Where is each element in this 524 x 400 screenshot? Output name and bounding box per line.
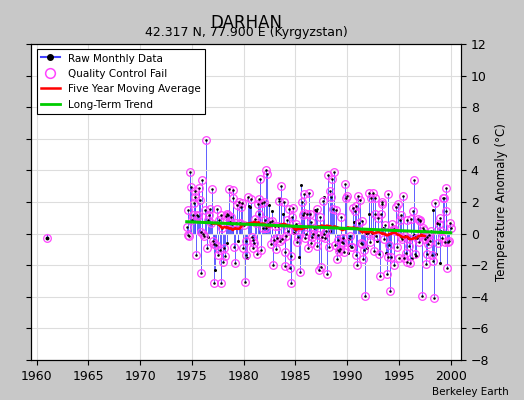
Legend: Raw Monthly Data, Quality Control Fail, Five Year Moving Average, Long-Term Tren: Raw Monthly Data, Quality Control Fail, …	[37, 49, 205, 114]
Text: DARHAN: DARHAN	[210, 14, 282, 32]
Text: Berkeley Earth: Berkeley Earth	[432, 387, 508, 397]
Text: 42.317 N, 77.900 E (Kyrgyzstan): 42.317 N, 77.900 E (Kyrgyzstan)	[145, 26, 347, 39]
Y-axis label: Temperature Anomaly (°C): Temperature Anomaly (°C)	[495, 123, 508, 281]
